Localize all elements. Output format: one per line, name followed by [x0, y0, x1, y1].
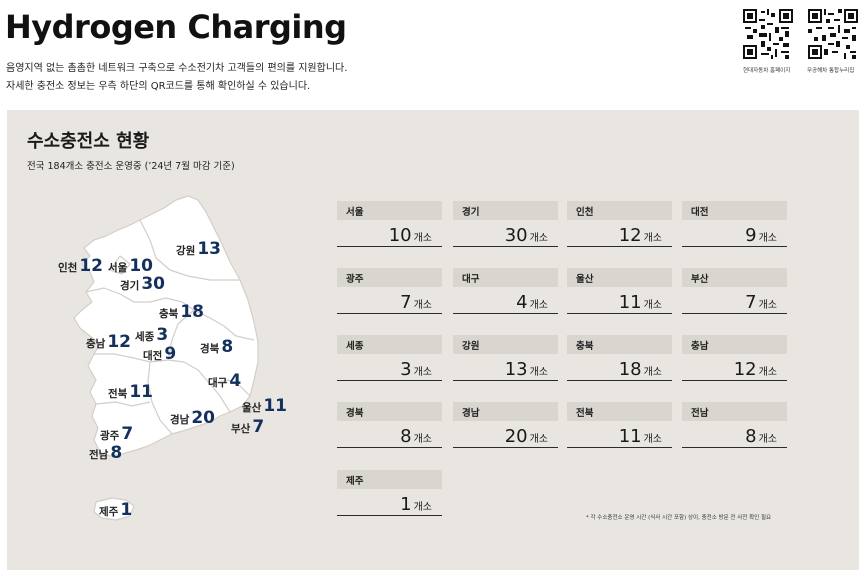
region-name: 경북 [337, 402, 442, 421]
region-count: 11 [618, 292, 642, 313]
region-count: 7 [745, 292, 757, 313]
region-count: 13 [504, 359, 528, 380]
page-subtitle-line1: 음영지역 없는 촘촘한 네트워크 구축으로 수소전기차 고객들의 편의를 지원합… [6, 63, 348, 74]
unit-label: 개소 [413, 502, 432, 513]
region-card-gyeongbuk: 경북 8 개소 [337, 402, 442, 448]
region-count: 18 [618, 359, 642, 380]
region-card-sejong: 세종 3 개소 [337, 335, 442, 381]
unit-label: 개소 [758, 434, 777, 445]
region-name: 충남 [682, 335, 787, 354]
map-label-daejeon: 대전 9 [143, 344, 177, 364]
map-label-seoul: 서울 10 [108, 256, 153, 276]
map-label-gyeongnam: 경남 20 [170, 408, 215, 428]
qr-code-icon[interactable] [808, 9, 858, 59]
unit-label: 개소 [758, 367, 777, 378]
unit-label: 개소 [758, 300, 777, 311]
region-name: 충북 [567, 335, 672, 354]
unit-label: 개소 [643, 233, 662, 244]
region-name: 울산 [567, 268, 672, 287]
region-count: 3 [400, 359, 412, 380]
unit-label: 개소 [643, 434, 662, 445]
region-name: 광주 [337, 268, 442, 287]
unit-label: 개소 [413, 434, 432, 445]
region-card-gwangju: 광주 7 개소 [337, 268, 442, 314]
unit-label: 개소 [529, 233, 548, 244]
region-count: 11 [618, 426, 642, 447]
region-count: 7 [400, 292, 412, 313]
region-card-daegu: 대구 4 개소 [453, 268, 558, 314]
region-name: 경기 [453, 201, 558, 220]
unit-label: 개소 [643, 367, 662, 378]
region-card-gangwon: 강원 13 개소 [453, 335, 558, 381]
map-label-incheon: 인천 12 [58, 256, 103, 276]
region-name: 대전 [682, 201, 787, 220]
footnote: * 각 수소충전소 운영 시간 (식사 시간 포함) 상이, 충전소 방문 전 … [586, 515, 772, 521]
region-count: 9 [745, 225, 757, 246]
region-count: 4 [516, 292, 528, 313]
region-card-busan: 부산 7 개소 [682, 268, 787, 314]
unit-label: 개소 [413, 300, 432, 311]
region-count: 1 [400, 494, 412, 515]
region-card-chungbuk: 충북 18 개소 [567, 335, 672, 381]
region-card-jeju: 제주 1 개소 [337, 470, 442, 516]
map-label-ulsan: 울산 11 [242, 396, 287, 416]
map-label-busan: 부산 7 [231, 417, 265, 437]
unit-label: 개소 [529, 367, 548, 378]
region-name: 제주 [337, 470, 442, 489]
section-title: 수소충전소 현황 [27, 131, 150, 152]
region-count: 10 [388, 225, 412, 246]
region-card-jeonnam: 전남 8 개소 [682, 402, 787, 448]
map-label-sejong: 세종 3 [135, 325, 169, 345]
region-count: 20 [504, 426, 528, 447]
region-name: 강원 [453, 335, 558, 354]
region-name: 서울 [337, 201, 442, 220]
map-label-chungbuk: 충북 18 [159, 302, 204, 322]
region-card-gyeonggi: 경기 30 개소 [453, 201, 558, 247]
region-name: 세종 [337, 335, 442, 354]
jeju-island-shape [93, 497, 135, 521]
region-name: 대구 [453, 268, 558, 287]
map-label-gyeongbuk: 경북 8 [200, 337, 234, 357]
map-label-jeonnam: 전남 8 [89, 443, 123, 463]
region-card-ulsan: 울산 11 개소 [567, 268, 672, 314]
section-subtitle: 전국 184개소 충전소 운영중 (’24년 7월 마감 기준) [27, 161, 235, 172]
map-label-jeonbuk: 전북 11 [108, 382, 153, 402]
unit-label: 개소 [758, 233, 777, 244]
unit-label: 개소 [413, 367, 432, 378]
unit-label: 개소 [643, 300, 662, 311]
region-count: 12 [733, 359, 757, 380]
region-card-seoul: 서울 10 개소 [337, 201, 442, 247]
map-label-jeju: 제주 1 [99, 500, 133, 520]
region-card-daejeon: 대전 9 개소 [682, 201, 787, 247]
region-card-chungnam: 충남 12 개소 [682, 335, 787, 381]
region-count: 8 [745, 426, 757, 447]
region-card-jeonbuk: 전북 11 개소 [567, 402, 672, 448]
region-count: 8 [400, 426, 412, 447]
region-count: 12 [618, 225, 642, 246]
region-name: 전북 [567, 402, 672, 421]
unit-label: 개소 [413, 233, 432, 244]
region-name: 전남 [682, 402, 787, 421]
unit-label: 개소 [529, 300, 548, 311]
qr-label: 현대자동차 홈페이지 [743, 68, 791, 74]
map-label-gwangju: 광주 7 [100, 424, 134, 444]
region-name: 경남 [453, 402, 558, 421]
qr-label: 무공해차 통합누리집 [807, 68, 855, 74]
map-label-chungnam: 충남 12 [86, 332, 131, 352]
map-label-daegu: 대구 4 [208, 371, 242, 391]
map-label-gyeonggi: 경기 30 [120, 274, 165, 294]
map-label-gangwon: 강원 13 [176, 239, 221, 259]
qr-code-icon[interactable] [743, 9, 793, 59]
korea-map [73, 195, 259, 521]
region-name: 부산 [682, 268, 787, 287]
page-title: Hydrogen Charging [5, 8, 347, 46]
region-card-gyeongnam: 경남 20 개소 [453, 402, 558, 448]
unit-label: 개소 [529, 434, 548, 445]
region-name: 인천 [567, 201, 672, 220]
page-subtitle-line2: 자세한 충전소 정보는 우측 하단의 QR코드를 통해 확인하실 수 있습니다. [6, 81, 311, 92]
region-card-incheon: 인천 12 개소 [567, 201, 672, 247]
region-count: 30 [504, 225, 528, 246]
